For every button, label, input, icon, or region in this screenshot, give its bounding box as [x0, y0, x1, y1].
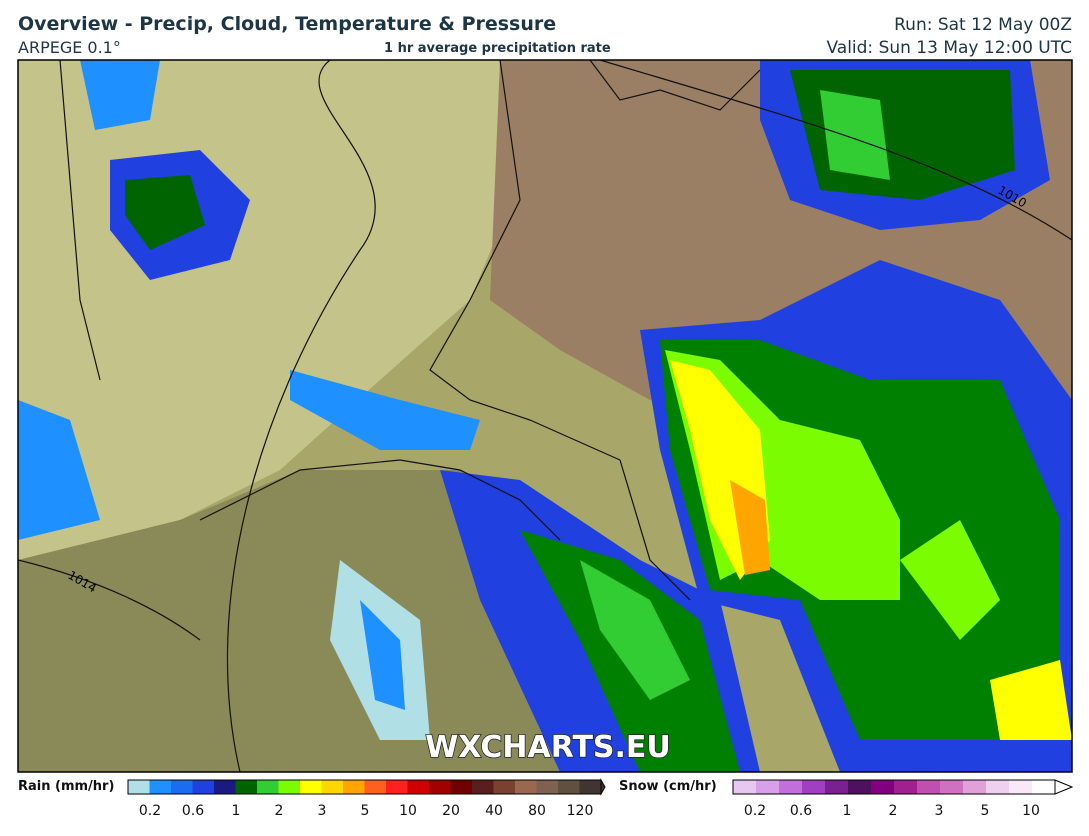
colorbar-segment	[472, 780, 494, 794]
colorbar-segment	[343, 780, 365, 794]
colorbar-segment	[536, 780, 559, 794]
colorbar-segment	[871, 780, 895, 794]
colorbar-segment	[257, 780, 279, 794]
colorbar-segment	[450, 780, 473, 794]
colorbar-tick-label: 10	[399, 803, 417, 819]
border	[199, 459, 561, 541]
colorbar-segment	[364, 780, 387, 794]
colorbar-segment	[848, 780, 872, 794]
title: Overview - Precip, Cloud, Temperature & …	[18, 13, 557, 35]
colorbar-tick-label: 2	[889, 803, 898, 819]
precip	[580, 560, 690, 700]
colorbar-segment	[825, 780, 849, 794]
colorbar-segment	[558, 780, 580, 794]
colorbar-tick-label: 3	[935, 803, 944, 819]
colorbar-tick-label: 20	[442, 803, 460, 819]
colorbar-segment	[917, 780, 941, 794]
colorbar-segment	[579, 780, 602, 794]
colorbar-segment	[321, 780, 344, 794]
colorbar-segment	[429, 780, 451, 794]
colorbar-tick-label: 40	[485, 803, 503, 819]
colorbar-segment	[940, 780, 964, 794]
colorbar-segment	[407, 780, 430, 794]
colorbar-segment	[278, 780, 301, 794]
isobar	[599, 60, 1072, 241]
coastline	[59, 60, 101, 381]
colorbar-tick-label: 1	[232, 803, 241, 819]
colorbar-segment	[214, 780, 236, 794]
colorbar-frame	[732, 779, 1056, 795]
precip	[990, 660, 1072, 740]
precip	[290, 370, 480, 450]
watermark: WXCHARTS.EU	[425, 730, 671, 765]
colorbar-segment	[493, 780, 516, 794]
precip	[125, 175, 205, 250]
colorbar-segment	[1009, 780, 1033, 794]
colorbar-segment	[894, 780, 918, 794]
colorbar-segment	[733, 780, 757, 794]
colorbar-segment	[802, 780, 826, 794]
run-time: Run: Sat 12 May 00Z	[894, 15, 1072, 35]
colorbar-segment	[779, 780, 803, 794]
isobar	[226, 60, 376, 772]
colorbar-segment	[515, 780, 537, 794]
colorbar-segment	[171, 780, 193, 794]
colorbar-tick-label: 0.2	[139, 803, 161, 819]
colorbar-segment	[300, 780, 322, 794]
precip	[730, 480, 770, 575]
precip	[790, 70, 1015, 200]
colorbar-tick-label: 120	[567, 803, 594, 819]
colorbar-segment	[756, 780, 780, 794]
rain-legend-label: Rain (mm/hr)	[18, 779, 114, 794]
colorbar-segment	[1032, 780, 1056, 794]
snow-legend-label: Snow (cm/hr)	[619, 779, 717, 794]
colorbar-arrow	[1054, 779, 1074, 795]
colorbar-tick-label: 0.6	[182, 803, 204, 819]
colorbar-segment	[986, 780, 1010, 794]
coastline	[589, 60, 761, 111]
colorbar-segment	[149, 780, 172, 794]
colorbar-segment	[386, 780, 408, 794]
coastline	[429, 60, 691, 601]
colorbar-tick-label: 5	[981, 803, 990, 819]
precip	[360, 600, 405, 710]
subtitle: 1 hr average precipitation rate	[384, 41, 611, 56]
colorbar-tick-label: 10	[1022, 803, 1040, 819]
precip	[820, 90, 890, 180]
colorbar-tick-label: 1	[843, 803, 852, 819]
valid-time: Valid: Sun 13 May 12:00 UTC	[826, 38, 1072, 58]
colorbar-tick-label: 0.6	[790, 803, 812, 819]
colorbar-tick-label: 5	[361, 803, 370, 819]
colorbar-segment	[235, 780, 258, 794]
isobar	[18, 559, 201, 641]
model: ARPEGE 0.1°	[18, 38, 121, 57]
colorbar-frame	[127, 779, 602, 795]
colorbar-segment	[128, 780, 150, 794]
colorbar-tick-label: 2	[275, 803, 284, 819]
colorbar-tick-label: 0.2	[744, 803, 766, 819]
precip	[900, 520, 1000, 640]
colorbar-segment	[963, 780, 987, 794]
precip	[18, 400, 100, 540]
colorbar-tick-label: 80	[528, 803, 546, 819]
colorbar-segment	[192, 780, 215, 794]
colorbar-tick-label: 3	[318, 803, 327, 819]
precip	[80, 60, 160, 130]
colorbar-arrow	[600, 778, 606, 796]
